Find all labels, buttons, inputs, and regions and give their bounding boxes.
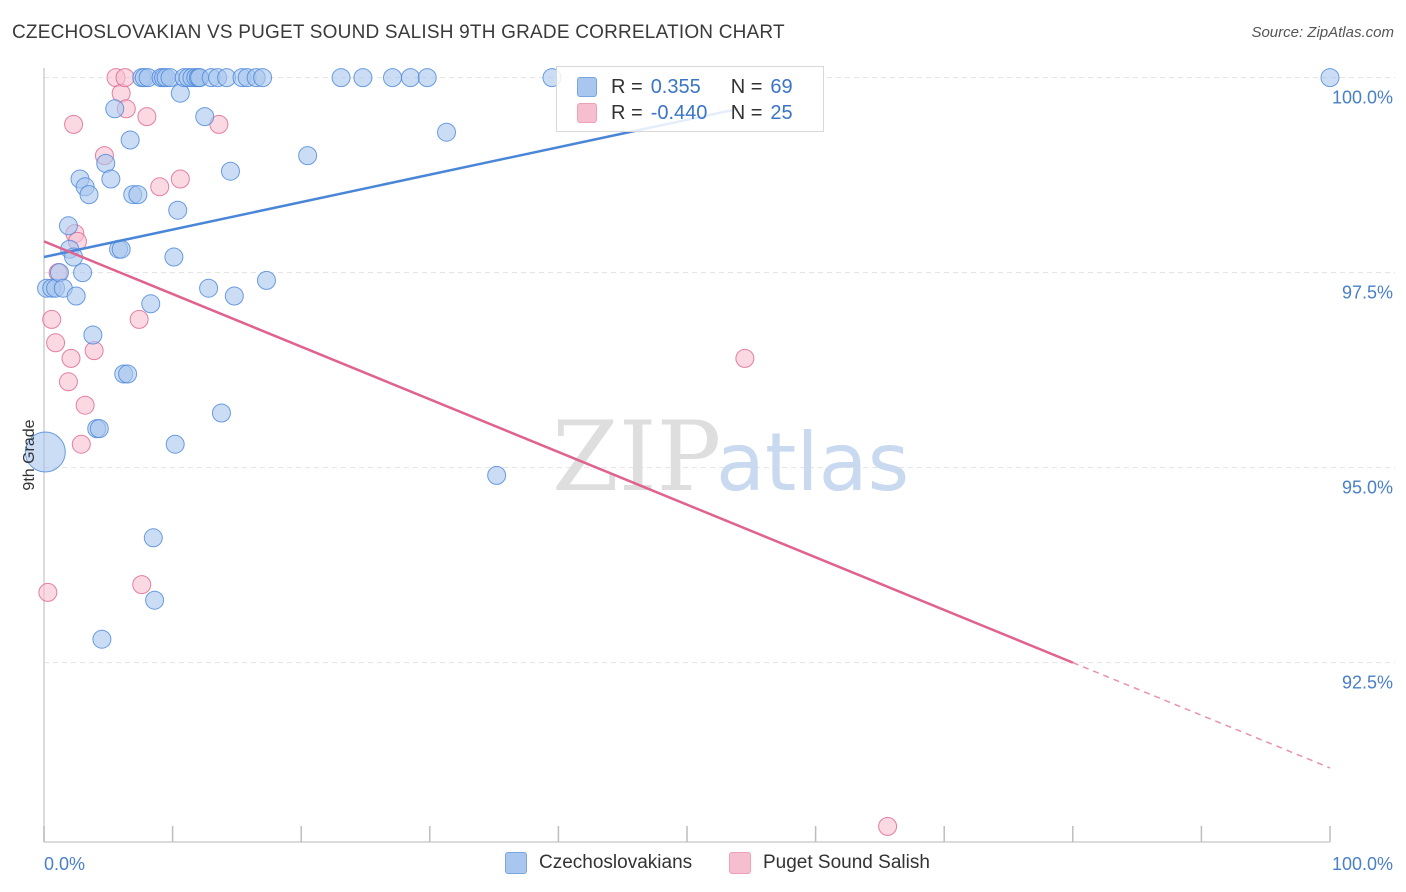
legend-r-value: 0.355 [650,75,701,98]
chart-source: Source: ZipAtlas.com [1251,24,1394,41]
legend-n-label: N = [730,101,763,124]
data-point [331,68,351,88]
data-point [38,582,58,602]
legend-n-value: 69 [770,75,793,98]
legend-n-label: N = [730,75,763,98]
legend-swatch-blue [505,852,527,874]
legend-n-value: 25 [770,101,793,124]
data-point [256,270,276,290]
data-point [220,161,240,181]
data-point [129,309,149,329]
data-point [1320,68,1340,88]
data-point [46,333,66,353]
data-point [383,68,403,88]
watermark-zip: ZIP [552,401,721,513]
data-point [224,286,244,306]
data-point [168,200,188,220]
data-point [298,146,318,166]
data-point [211,403,231,423]
x-tick-label-max: 100.0% [1332,854,1393,874]
series-legend: Czechoslovakians Puget Sound Salish [0,852,1406,878]
watermark-atlas: atlas [716,416,909,509]
data-point [58,216,78,236]
legend-row-czechoslovakians: R = 0.355 N = 69 [577,75,793,99]
y-tick-label: 95.0% [1342,478,1393,498]
points-puget-sound-salish [38,68,898,836]
data-point [71,434,91,454]
data-point [199,278,219,298]
data-point [353,68,373,88]
y-axis-label: 9th Grade [21,419,38,490]
data-point [92,629,112,649]
legend-r-label: R = [611,101,643,124]
data-point [878,816,898,836]
legend-r-label: R = [611,75,643,98]
data-point [487,465,507,485]
legend-r-value: -0.440 [650,101,708,124]
chart-title: CZECHOSLOVAKIAN VS PUGET SOUND SALISH 9T… [12,22,785,43]
data-point [164,247,184,267]
data-point [150,177,170,197]
data-point [79,185,99,205]
trend-line-solid [43,240,1074,664]
data-point [105,99,125,119]
legend-label-czechoslovakians: Czechoslovakians [539,852,693,873]
data-point [83,325,103,345]
data-point [145,590,165,610]
trend-line-dashed [1072,661,1331,769]
data-point [89,419,109,439]
y-tick-label: 100.0% [1332,88,1393,108]
data-point [61,348,81,368]
data-point [170,169,190,189]
data-point [58,372,78,392]
legend-label-puget-sound-salish: Puget Sound Salish [763,852,930,873]
legend-row-puget-sound-salish: R = -0.440 N = 25 [577,101,793,125]
data-point [735,348,755,368]
data-point [24,431,66,473]
data-point [118,364,138,384]
legend-swatch-blue [577,77,597,97]
data-point [73,263,93,283]
data-point [66,286,86,306]
data-point [141,294,161,314]
stats-legend: R = 0.355 N = 69 R = -0.440 N = 25 [556,66,824,132]
data-point [132,575,152,595]
data-point [75,395,95,415]
data-point [401,68,421,88]
trend-line-solid [43,107,739,259]
data-point [195,107,215,127]
legend-swatch-pink [729,852,751,874]
legend-item-czechoslovakians[interactable]: Czechoslovakians [505,852,692,874]
x-tick-label-min: 0.0% [44,854,85,874]
watermark: ZIP atlas [552,401,909,513]
legend-swatch-pink [577,103,597,123]
data-point [42,309,62,329]
data-point [253,68,273,88]
data-point [120,130,140,150]
y-tick-label: 97.5% [1342,283,1393,303]
data-point [165,434,185,454]
data-point [417,68,437,88]
data-point [101,169,121,189]
data-point [128,185,148,205]
data-point [143,528,163,548]
legend-item-puget-sound-salish[interactable]: Puget Sound Salish [729,852,930,874]
data-point [64,114,84,134]
data-point [49,263,69,283]
points-czechoslovakians [24,68,1340,649]
data-point [115,68,135,88]
gridlines [44,77,1395,664]
tick-labels: 100.0% 97.5% 95.0% 92.5% 0.0% 100.0% [44,88,1393,874]
y-tick-label: 92.5% [1342,673,1393,693]
data-point [437,122,457,142]
data-point [137,107,157,127]
trend-lines [43,107,1331,769]
